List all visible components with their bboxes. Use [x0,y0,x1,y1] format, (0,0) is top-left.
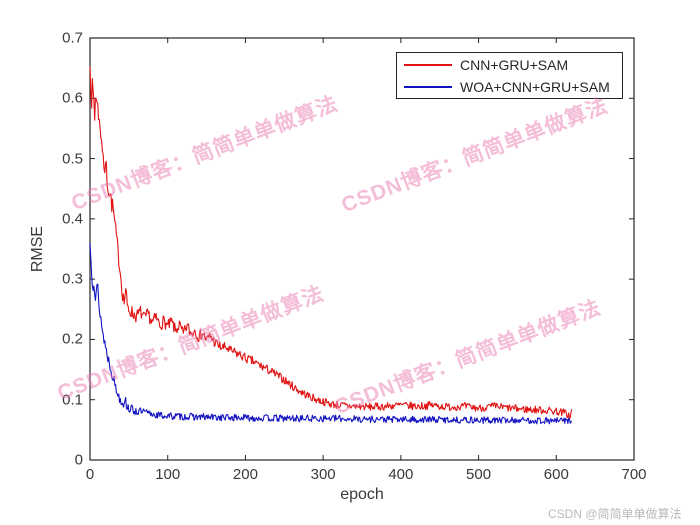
series-line-woa-cnn-gru-sam [89,243,573,425]
y-tick-label: 0.3 [62,270,83,288]
legend-item-woa-cnn-gru-sam: WOA+CNN+GRU+SAM [397,76,622,97]
x-tick-label: 400 [388,466,414,483]
x-tick-label: 0 [85,466,95,483]
x-tick-label: 600 [543,466,569,483]
x-tick-label: 200 [232,466,258,483]
y-tick-label: 0.1 [62,391,83,409]
x-tick-label: 500 [466,466,492,483]
y-axis-label: RMSE [29,225,46,273]
watermark-corner: CSDN @简简单单做算法 [548,507,682,521]
axes-frame [89,37,635,461]
series-line-cnn-gru-sam [89,66,573,420]
x-tick-label: 300 [310,466,336,483]
legend-label: CNN+GRU+SAM [460,56,569,73]
y-tick-label: 0.6 [62,89,83,107]
legend-line-sample-blue [404,85,452,88]
x-tick-label: 100 [155,466,181,483]
x-axis-label: epoch [340,486,384,503]
y-tick-label: 0.4 [62,210,83,228]
legend-label: WOA+CNN+GRU+SAM [460,78,610,95]
x-tick-label: 700 [621,466,647,483]
y-tick-label: 0.5 [62,150,83,168]
legend-item-cnn-gru-sam: CNN+GRU+SAM [397,54,622,75]
legend-line-sample-red [404,63,452,66]
y-tick-label: 0.2 [62,330,83,348]
y-tick-label: 0.7 [62,29,83,47]
legend: CNN+GRU+SAM WOA+CNN+GRU+SAM [396,52,623,99]
y-tick-label: 0 [74,451,83,469]
